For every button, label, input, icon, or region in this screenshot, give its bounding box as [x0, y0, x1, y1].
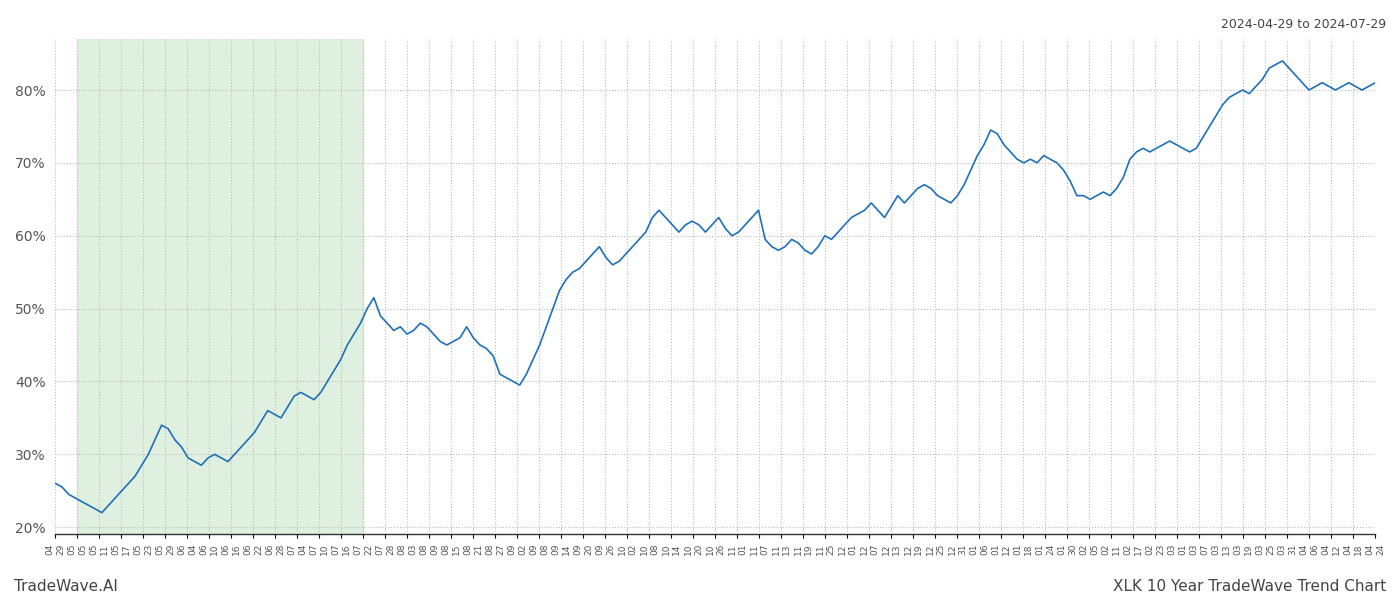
Bar: [77, 39, 364, 535]
Text: XLK 10 Year TradeWave Trend Chart: XLK 10 Year TradeWave Trend Chart: [1113, 579, 1386, 594]
Text: TradeWave.AI: TradeWave.AI: [14, 579, 118, 594]
Text: 2024-04-29 to 2024-07-29: 2024-04-29 to 2024-07-29: [1221, 18, 1386, 31]
